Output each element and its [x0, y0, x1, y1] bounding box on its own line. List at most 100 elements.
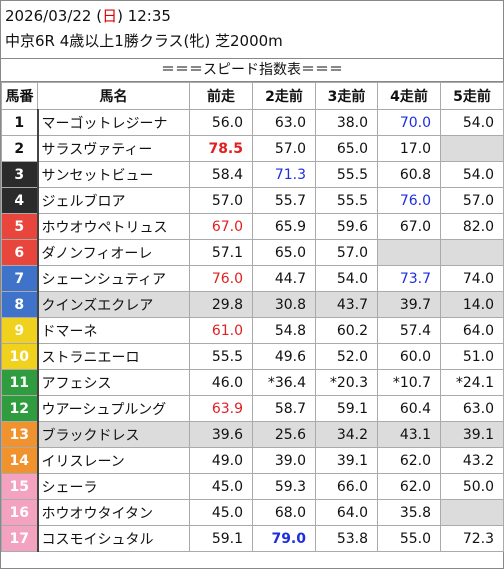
horse-number: 12 — [1, 395, 38, 422]
table-row: 7 シェーンシュティア 76.0 44.7 54.0 73.7 74.0 — [1, 265, 504, 292]
speed-index-cell: 72.3 — [440, 525, 504, 552]
weekday: 日 — [102, 7, 118, 25]
speed-index-cell: 76.0 — [377, 187, 441, 214]
speed-index-cell: 39.0 — [252, 447, 316, 474]
col-header-name: 馬名 — [37, 82, 190, 110]
speed-index-cell: 62.0 — [377, 447, 441, 474]
speed-index-cell: 55.0 — [377, 525, 441, 552]
horse-name: ジェルブロア — [36, 187, 190, 214]
horse-number: 9 — [1, 317, 38, 344]
col-header-3-races-ago: 3走前 — [315, 82, 378, 110]
horse-name: ホウオウタイタン — [36, 499, 190, 526]
speed-index-cell: *36.4 — [252, 369, 316, 396]
speed-index-cell: 39.1 — [440, 421, 504, 448]
speed-index-cell: 38.0 — [315, 109, 378, 136]
table-row: 2 サラスヴァティー 78.5 57.0 65.0 17.0 — [1, 135, 504, 162]
speed-index-cell: 57.4 — [377, 317, 441, 344]
speed-index-cell: 52.0 — [315, 343, 378, 370]
speed-index-cell: 67.0 — [377, 213, 441, 240]
speed-index-cell — [377, 239, 441, 266]
col-header-5-races-ago: 5走前 — [440, 82, 504, 110]
speed-index-cell: 55.5 — [315, 187, 378, 214]
horse-name: ブラックドレス — [36, 421, 190, 448]
speed-index-cell: 78.5 — [189, 135, 253, 162]
speed-index-cell: 25.6 — [252, 421, 316, 448]
speed-index-cell: 60.0 — [377, 343, 441, 370]
speed-index-cell: *24.1 — [440, 369, 504, 396]
speed-index-cell: 55.7 — [252, 187, 316, 214]
race-info: 中京6R 4歳以上1勝クラス(牝) 芝2000m — [5, 32, 283, 50]
speed-index-cell: 59.6 — [315, 213, 378, 240]
speed-index-cell: 57.0 — [252, 135, 316, 162]
table-row: 4 ジェルブロア 57.0 55.7 55.5 76.0 57.0 — [1, 187, 504, 214]
speed-index-cell: 51.0 — [440, 343, 504, 370]
horse-name: シェーンシュティア — [36, 265, 190, 292]
table-title: ＝＝＝スピード指数表＝＝＝ — [1, 58, 503, 82]
speed-index-cell: 53.8 — [315, 525, 378, 552]
speed-index-cell: 64.0 — [315, 499, 378, 526]
speed-index-cell: 56.0 — [189, 109, 253, 136]
table-row: 8 クインズエクレア 29.8 30.8 43.7 39.7 14.0 — [1, 291, 504, 318]
speed-index-cell: 59.1 — [315, 395, 378, 422]
horse-number: 11 — [1, 369, 38, 396]
speed-index-cell: 50.0 — [440, 473, 504, 500]
speed-index-cell: 54.0 — [315, 265, 378, 292]
col-header-2-races-ago: 2走前 — [252, 82, 316, 110]
speed-index-cell: 43.2 — [440, 447, 504, 474]
speed-index-cell: 14.0 — [440, 291, 504, 318]
speed-index-cell: 79.0 — [252, 525, 316, 552]
table-row: 17 コスモイシュタル 59.1 79.0 53.8 55.0 72.3 — [1, 525, 504, 552]
speed-index-cell: 66.0 — [315, 473, 378, 500]
speed-index-cell: 61.0 — [189, 317, 253, 344]
speed-index-cell: 39.6 — [189, 421, 253, 448]
speed-index-cell: 54.0 — [440, 161, 504, 188]
speed-index-cell: 74.0 — [440, 265, 504, 292]
horse-name: マーゴットレジーナ — [36, 109, 190, 136]
table-row: 6 ダノンフィオーレ 57.1 65.0 57.0 — [1, 239, 504, 266]
speed-index-cell: 43.1 — [377, 421, 441, 448]
horse-number: 13 — [1, 421, 38, 448]
horse-number: 14 — [1, 447, 38, 474]
horse-number: 15 — [1, 473, 38, 500]
speed-index-cell — [440, 135, 504, 162]
table-row: 11 アフェシス 46.0 *36.4 *20.3 *10.7 *24.1 — [1, 369, 504, 396]
horse-name: サラスヴァティー — [36, 135, 190, 162]
table-row: 10 ストラニエーロ 55.5 49.6 52.0 60.0 51.0 — [1, 343, 504, 370]
horse-number: 7 — [1, 265, 38, 292]
speed-index-cell: 39.7 — [377, 291, 441, 318]
speed-index-cell — [440, 499, 504, 526]
speed-index-cell: 65.0 — [252, 239, 316, 266]
speed-index-cell: 35.8 — [377, 499, 441, 526]
speed-index-cell: 59.3 — [252, 473, 316, 500]
table-row: 12 ウアーシュプルング 63.9 58.7 59.1 60.4 63.0 — [1, 395, 504, 422]
speed-index-cell: 76.0 — [189, 265, 253, 292]
speed-index-cell: 59.1 — [189, 525, 253, 552]
horse-number: 17 — [1, 525, 38, 552]
speed-index-cell: 70.0 — [377, 109, 441, 136]
speed-index-cell: 67.0 — [189, 213, 253, 240]
speed-index-cell: 57.0 — [440, 187, 504, 214]
speed-index-cell: 29.8 — [189, 291, 253, 318]
speed-index-cell: 57.0 — [189, 187, 253, 214]
time-text: ) 12:35 — [117, 7, 171, 25]
speed-index-cell: 30.8 — [252, 291, 316, 318]
horse-name: アフェシス — [36, 369, 190, 396]
horse-name: クインズエクレア — [36, 291, 190, 318]
horse-number: 8 — [1, 291, 38, 318]
horse-name: シェーラ — [36, 473, 190, 500]
horse-number: 1 — [1, 109, 38, 136]
speed-index-cell: 60.2 — [315, 317, 378, 344]
horse-name: イリスレーン — [36, 447, 190, 474]
speed-index-cell: 71.3 — [252, 161, 316, 188]
speed-index-cell: 57.1 — [189, 239, 253, 266]
horse-name: ドマーネ — [36, 317, 190, 344]
speed-index-cell: 17.0 — [377, 135, 441, 162]
speed-index-cell: 54.8 — [252, 317, 316, 344]
speed-index-cell: 45.0 — [189, 499, 253, 526]
speed-index-cell: 63.9 — [189, 395, 253, 422]
horse-number: 5 — [1, 213, 38, 240]
speed-index-cell: *10.7 — [377, 369, 441, 396]
speed-index-cell: 58.4 — [189, 161, 253, 188]
speed-index-cell: *20.3 — [315, 369, 378, 396]
